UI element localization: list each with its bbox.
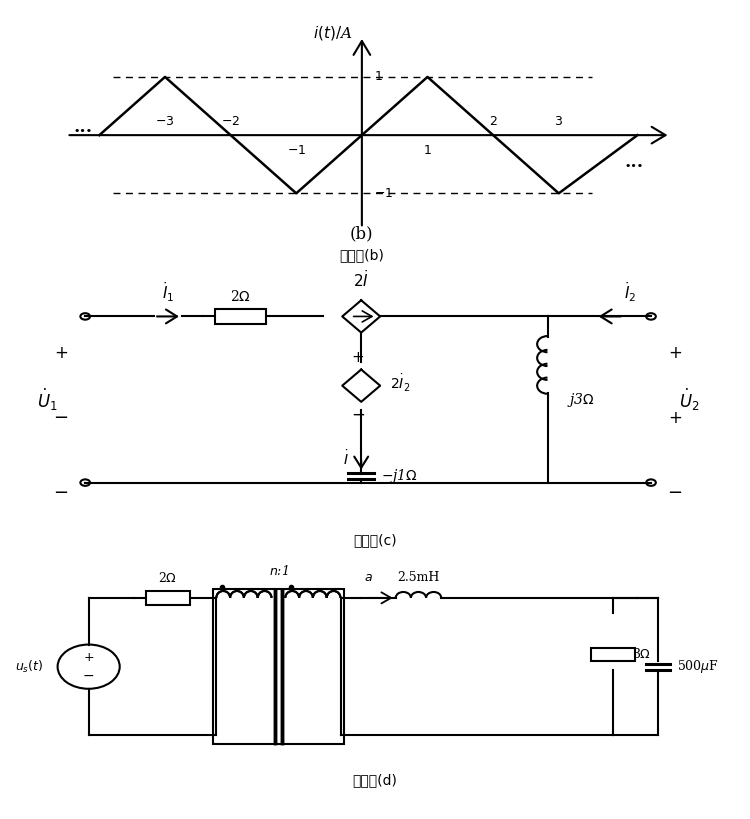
Text: 500$\mu$F: 500$\mu$F bbox=[677, 658, 719, 675]
Text: $a$: $a$ bbox=[364, 571, 373, 584]
Text: $\dot{U}_1$: $\dot{U}_1$ bbox=[37, 387, 58, 413]
Text: $3$: $3$ bbox=[554, 115, 563, 128]
Text: $\dot{U}_2$: $\dot{U}_2$ bbox=[679, 387, 699, 413]
Text: $-2$: $-2$ bbox=[221, 115, 240, 128]
Text: $2$: $2$ bbox=[489, 115, 497, 128]
Text: −: − bbox=[53, 484, 68, 502]
Text: 题三图(d): 题三图(d) bbox=[352, 773, 398, 787]
Text: $2\dot{I}_2$: $2\dot{I}_2$ bbox=[390, 373, 410, 394]
Text: +: + bbox=[83, 651, 94, 664]
Text: +: + bbox=[351, 350, 364, 364]
Bar bbox=[213, 589, 344, 744]
Bar bbox=[146, 591, 190, 604]
Bar bbox=[214, 309, 266, 324]
Text: ···: ··· bbox=[74, 123, 92, 141]
Text: +: + bbox=[54, 344, 68, 362]
Text: 3$\Omega$: 3$\Omega$ bbox=[632, 647, 652, 662]
Text: $-3$: $-3$ bbox=[155, 115, 175, 128]
Text: $\dot{I}_2$: $\dot{I}_2$ bbox=[624, 280, 637, 304]
Text: $n$:1: $n$:1 bbox=[268, 564, 288, 578]
Text: 题三图(c): 题三图(c) bbox=[353, 533, 397, 547]
Text: (b): (b) bbox=[350, 225, 374, 242]
Text: $1$: $1$ bbox=[423, 144, 432, 157]
Text: +: + bbox=[668, 409, 682, 427]
Text: ···: ··· bbox=[625, 158, 644, 176]
Text: $-$j1$\Omega$: $-$j1$\Omega$ bbox=[380, 467, 418, 485]
Text: −: − bbox=[351, 405, 364, 423]
Text: j3$\Omega$: j3$\Omega$ bbox=[567, 391, 595, 409]
Text: +: + bbox=[668, 344, 682, 362]
Text: 2.5mH: 2.5mH bbox=[398, 571, 439, 584]
Text: $2\dot{I}$: $2\dot{I}$ bbox=[353, 269, 369, 290]
Text: $\dot{I}$: $\dot{I}$ bbox=[343, 450, 349, 468]
Text: 2$\Omega$: 2$\Omega$ bbox=[230, 288, 251, 304]
Text: −: − bbox=[668, 484, 682, 502]
Text: $1$: $1$ bbox=[374, 70, 382, 84]
Text: 2$\Omega$: 2$\Omega$ bbox=[158, 571, 178, 585]
Text: −: − bbox=[53, 409, 68, 427]
Text: $-1$: $-1$ bbox=[286, 144, 306, 157]
Text: $\dot{I}_1$: $\dot{I}_1$ bbox=[162, 280, 174, 304]
Text: $i(t)$$/$A: $i(t)$$/$A bbox=[313, 25, 352, 43]
Text: −: − bbox=[82, 668, 94, 682]
Bar bbox=[591, 648, 635, 661]
Text: $-1$: $-1$ bbox=[374, 187, 393, 200]
Text: $u_s(t)$: $u_s(t)$ bbox=[16, 658, 44, 675]
Text: 题三图(b): 题三图(b) bbox=[340, 249, 384, 263]
